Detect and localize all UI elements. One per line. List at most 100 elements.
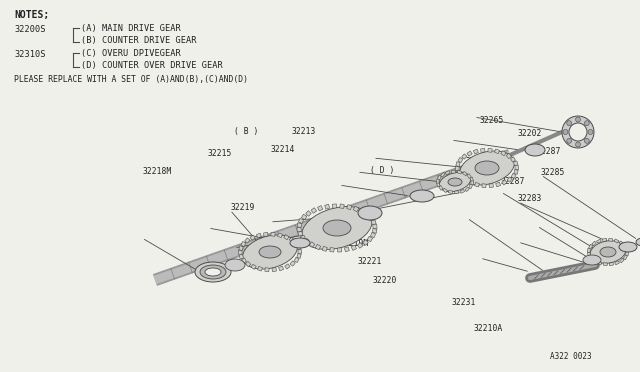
Polygon shape bbox=[489, 183, 493, 187]
Polygon shape bbox=[474, 182, 479, 187]
Polygon shape bbox=[515, 166, 518, 170]
Polygon shape bbox=[369, 216, 374, 221]
Circle shape bbox=[563, 129, 568, 134]
Polygon shape bbox=[359, 209, 365, 214]
Ellipse shape bbox=[302, 206, 372, 250]
Polygon shape bbox=[514, 170, 518, 174]
Circle shape bbox=[584, 138, 589, 143]
Polygon shape bbox=[301, 214, 307, 220]
Text: 32265: 32265 bbox=[480, 116, 504, 125]
Text: 32219M: 32219M bbox=[339, 238, 369, 247]
Polygon shape bbox=[317, 206, 323, 211]
Text: 32231: 32231 bbox=[451, 298, 476, 307]
Polygon shape bbox=[495, 149, 499, 154]
Polygon shape bbox=[593, 259, 597, 263]
Polygon shape bbox=[278, 233, 282, 238]
Polygon shape bbox=[311, 208, 317, 214]
Polygon shape bbox=[344, 247, 349, 252]
Polygon shape bbox=[239, 254, 243, 259]
Ellipse shape bbox=[323, 220, 351, 236]
Polygon shape bbox=[340, 204, 344, 208]
Text: NOTES;: NOTES; bbox=[14, 10, 49, 20]
Polygon shape bbox=[371, 232, 376, 238]
Polygon shape bbox=[463, 171, 467, 176]
Circle shape bbox=[588, 129, 593, 134]
Polygon shape bbox=[289, 237, 294, 243]
Polygon shape bbox=[436, 182, 440, 187]
Ellipse shape bbox=[259, 246, 281, 258]
Polygon shape bbox=[241, 241, 246, 247]
Text: 32200S: 32200S bbox=[14, 25, 45, 34]
Polygon shape bbox=[474, 149, 479, 154]
Ellipse shape bbox=[590, 241, 626, 263]
Polygon shape bbox=[458, 157, 463, 163]
Text: 32215: 32215 bbox=[208, 149, 232, 158]
Polygon shape bbox=[457, 170, 461, 174]
Text: 32285: 32285 bbox=[541, 168, 565, 177]
Polygon shape bbox=[351, 245, 356, 250]
Circle shape bbox=[562, 116, 594, 148]
Polygon shape bbox=[364, 212, 370, 217]
Polygon shape bbox=[371, 220, 376, 225]
Polygon shape bbox=[506, 153, 511, 158]
Polygon shape bbox=[482, 184, 486, 187]
Polygon shape bbox=[372, 224, 377, 229]
Polygon shape bbox=[264, 232, 268, 237]
Ellipse shape bbox=[410, 190, 434, 202]
Polygon shape bbox=[456, 166, 459, 170]
Polygon shape bbox=[265, 268, 269, 272]
Polygon shape bbox=[451, 170, 456, 173]
Polygon shape bbox=[609, 238, 613, 241]
Ellipse shape bbox=[358, 206, 382, 220]
Polygon shape bbox=[297, 223, 301, 227]
Polygon shape bbox=[271, 232, 275, 236]
Ellipse shape bbox=[583, 255, 601, 265]
Polygon shape bbox=[363, 240, 369, 245]
Text: 32202: 32202 bbox=[517, 129, 541, 138]
Polygon shape bbox=[244, 238, 250, 243]
Ellipse shape bbox=[619, 242, 637, 252]
Ellipse shape bbox=[225, 259, 245, 271]
Text: (A) MAIN DRIVE GEAR: (A) MAIN DRIVE GEAR bbox=[81, 24, 180, 33]
Text: (C) OVERU DPIVEGEAR: (C) OVERU DPIVEGEAR bbox=[81, 49, 180, 58]
Polygon shape bbox=[463, 177, 468, 183]
Polygon shape bbox=[603, 263, 607, 266]
Ellipse shape bbox=[448, 178, 462, 186]
Circle shape bbox=[575, 117, 580, 122]
Polygon shape bbox=[513, 161, 518, 166]
Polygon shape bbox=[589, 256, 593, 260]
Polygon shape bbox=[278, 266, 284, 271]
Text: ( B ): ( B ) bbox=[234, 127, 258, 136]
Polygon shape bbox=[470, 177, 474, 182]
Polygon shape bbox=[347, 205, 352, 210]
Text: 32219: 32219 bbox=[230, 203, 255, 212]
Polygon shape bbox=[454, 191, 459, 194]
Polygon shape bbox=[588, 252, 591, 256]
Polygon shape bbox=[357, 243, 363, 248]
Polygon shape bbox=[250, 235, 255, 240]
Ellipse shape bbox=[440, 172, 470, 192]
Ellipse shape bbox=[600, 247, 616, 257]
Polygon shape bbox=[257, 233, 261, 238]
Polygon shape bbox=[239, 246, 243, 250]
Polygon shape bbox=[445, 171, 450, 175]
Polygon shape bbox=[481, 148, 485, 153]
Polygon shape bbox=[297, 254, 301, 258]
Polygon shape bbox=[596, 239, 602, 243]
Polygon shape bbox=[284, 235, 289, 240]
Polygon shape bbox=[330, 248, 334, 252]
Ellipse shape bbox=[290, 238, 310, 248]
Polygon shape bbox=[272, 267, 276, 272]
Ellipse shape bbox=[525, 144, 545, 156]
Polygon shape bbox=[456, 162, 460, 166]
Circle shape bbox=[584, 121, 589, 126]
Polygon shape bbox=[592, 241, 596, 246]
Polygon shape bbox=[332, 204, 337, 208]
Text: (B) COUNTER DRIVE GEAR: (B) COUNTER DRIVE GEAR bbox=[81, 36, 196, 45]
Text: 32218M: 32218M bbox=[142, 167, 172, 176]
Polygon shape bbox=[471, 181, 474, 185]
Polygon shape bbox=[502, 180, 507, 185]
Polygon shape bbox=[246, 262, 251, 267]
Circle shape bbox=[566, 138, 572, 143]
Polygon shape bbox=[597, 261, 602, 265]
